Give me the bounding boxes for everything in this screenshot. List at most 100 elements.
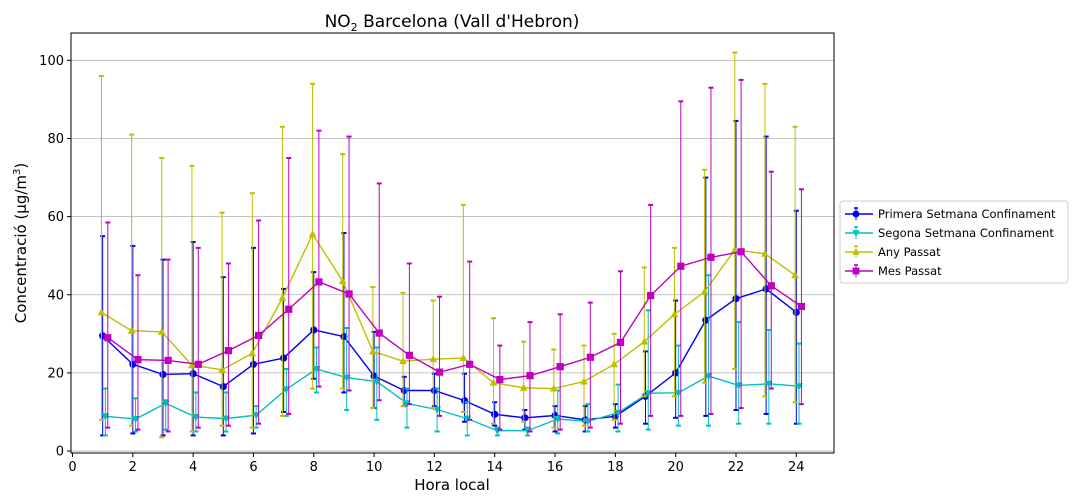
data-point [732,295,740,303]
x-tick-label: 4 [189,460,197,475]
data-point [375,329,383,337]
legend-item: Segona Setmana Confinament [845,226,1054,240]
x-tick-label: 12 [426,460,443,475]
data-point [526,372,534,380]
data-point [672,369,680,377]
data-point [580,377,588,385]
data-point [429,355,438,363]
data-point [549,384,558,392]
x-tick-label: 20 [667,460,684,475]
data-point [368,347,377,355]
legend-item: Mes Passat [845,264,942,278]
data-point [700,287,709,295]
legend-label: Segona Setmana Confinament [878,226,1054,240]
data-point [285,305,293,313]
y-tick-label: 80 [47,132,64,147]
data-point [459,353,468,362]
data-point [466,360,474,368]
data-point [737,248,745,256]
legend-label: Primera Setmana Confinament [878,207,1056,221]
legend-marker [852,230,860,237]
data-point [310,326,318,334]
data-point [134,356,142,364]
y-tick-label: 20 [47,366,64,381]
data-point [405,351,413,359]
data-point [248,349,257,357]
x-tick-label: 6 [249,460,257,475]
data-point [767,282,775,290]
data-point [104,334,112,342]
data-point [586,353,594,361]
data-point [127,326,136,334]
data-point [249,360,258,368]
y-tick-label: 40 [47,288,64,303]
data-point [164,356,172,365]
data-point [730,245,739,253]
series-2 [101,274,803,437]
data-point [340,332,348,341]
x-axis-label: Hora local [414,476,490,494]
data-point [792,308,800,316]
data-point [194,360,202,368]
data-point [677,262,685,270]
series-4 [104,78,806,433]
data-point [435,368,444,376]
data-point [345,290,353,298]
legend-item: Any Passat [845,245,941,259]
data-point [640,337,649,345]
data-point [188,360,196,369]
legend: Primera Setmana Confinament Segona Setman… [839,200,1069,284]
data-point [519,383,528,391]
data-point [489,378,498,386]
x-tick-label: 22 [728,460,745,475]
data-point [797,302,806,311]
data-point [219,382,227,391]
data-point [399,356,407,365]
data-point [218,365,226,373]
data-point [370,372,378,380]
data-point [315,278,323,286]
data-point [670,310,679,318]
legend-marker [852,210,860,218]
x-tick-label: 8 [310,460,318,475]
legend-label: Mes Passat [878,264,942,278]
data-point [254,331,263,339]
y-tick-label: 60 [47,210,64,225]
legend-item: Primera Setmana Confinament [845,207,1056,221]
data-point [338,276,347,285]
x-tick-label: 2 [129,460,137,475]
data-point [496,375,504,384]
legend-marker [852,267,860,275]
data-point [521,414,529,422]
data-point [278,293,287,301]
data-point [556,363,564,371]
series-1 [99,119,800,437]
data-point [616,338,625,347]
chart-title: NO2 Barcelona (Vall d'Hebron) [325,12,580,34]
data-point [224,347,233,355]
data-point [189,370,197,378]
y-tick-label: 100 [39,54,64,69]
legend-marker [852,248,860,255]
y-axis: 0 20 40 60 80 100 [39,54,71,460]
x-tick-label: 24 [788,460,805,475]
data-point [159,370,167,379]
data-point [791,271,799,279]
data-point [761,249,769,257]
y-tick-label: 0 [56,445,64,460]
series-3 [97,51,799,439]
x-tick-label: 18 [607,460,624,475]
data-point [647,291,655,300]
series-line [107,251,802,381]
data-point [707,253,715,261]
y-axis-label: Concentració (µg/m3) [12,163,30,324]
x-tick-label: 14 [486,460,503,475]
legend-label: Any Passat [878,245,941,259]
x-axis: 0 2 4 6 8 10 12 14 16 18 20 22 24 [68,453,805,475]
plot-frame [70,32,835,454]
x-tick-label: 10 [366,460,383,475]
series-layer [97,51,806,439]
series-line [101,232,796,390]
data-point [491,410,499,418]
